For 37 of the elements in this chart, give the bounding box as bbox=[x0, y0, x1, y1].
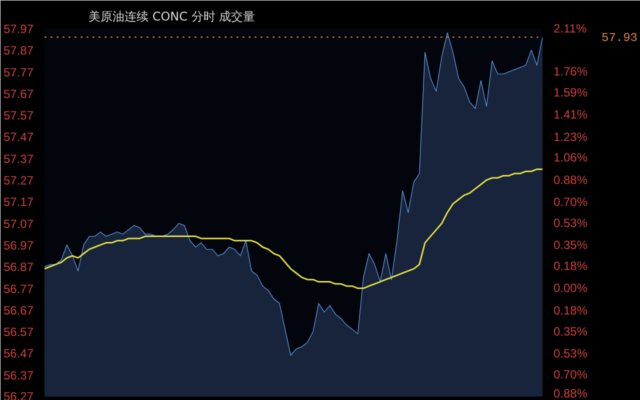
y2-tick-label: 0.53% bbox=[554, 216, 588, 230]
y-tick-label: 57.17 bbox=[3, 195, 34, 210]
y-tick-label: 57.97 bbox=[3, 22, 34, 36]
y-tick-label: 57.67 bbox=[3, 86, 34, 101]
chart-title: 美原油连续 CONC 分时 成交量 bbox=[88, 10, 256, 24]
y2-tick-label: 0.88% bbox=[554, 386, 588, 400]
y2-tick-label: 0.18% bbox=[554, 303, 588, 318]
y-tick-label: 56.47 bbox=[3, 346, 34, 361]
line-series bbox=[44, 168, 542, 290]
y-tick-label: 56.97 bbox=[3, 238, 34, 252]
y-tick-label: 56.87 bbox=[3, 260, 34, 274]
y-tick-label: 57.47 bbox=[3, 130, 34, 144]
y-tick-label: 57.87 bbox=[3, 44, 34, 58]
y2-tick-label: 0.53% bbox=[554, 346, 588, 360]
y2-tick-label: 1.06% bbox=[554, 150, 588, 165]
y2-tick-label: 2.11% bbox=[554, 22, 587, 36]
y-tick-label: 56.67 bbox=[3, 303, 34, 318]
y-tick-label: 57.77 bbox=[3, 65, 34, 80]
y-tick-label: 57.37 bbox=[3, 152, 34, 166]
y-tick-label: 56.57 bbox=[3, 325, 34, 340]
y-tick-label: 56.37 bbox=[3, 368, 34, 382]
y2-tick-label: 1.23% bbox=[554, 130, 588, 144]
y2-tick-label: 1.41% bbox=[554, 108, 588, 122]
y2-tick-label: 0.35% bbox=[554, 324, 588, 338]
y2-tick-label: 0.88% bbox=[554, 172, 588, 187]
y-tick-label: 57.27 bbox=[3, 174, 34, 188]
y2-tick-label: 1.76% bbox=[554, 64, 588, 79]
y2-tick-label: 0.70% bbox=[554, 195, 588, 210]
y-tick-label: 56.77 bbox=[3, 282, 34, 296]
y2-tick-label: 0.00% bbox=[554, 281, 588, 296]
y2-tick-label: 0.70% bbox=[554, 367, 588, 382]
y-tick-label: 57.57 bbox=[3, 108, 34, 123]
y2-tick-label: 1.59% bbox=[554, 86, 588, 100]
y2-tick-label: 0.18% bbox=[554, 259, 588, 274]
y-tick-label: 57.07 bbox=[3, 216, 34, 231]
y2-tick-label: 0.35% bbox=[554, 238, 588, 252]
ref-line-label: 57.93 bbox=[602, 31, 638, 46]
